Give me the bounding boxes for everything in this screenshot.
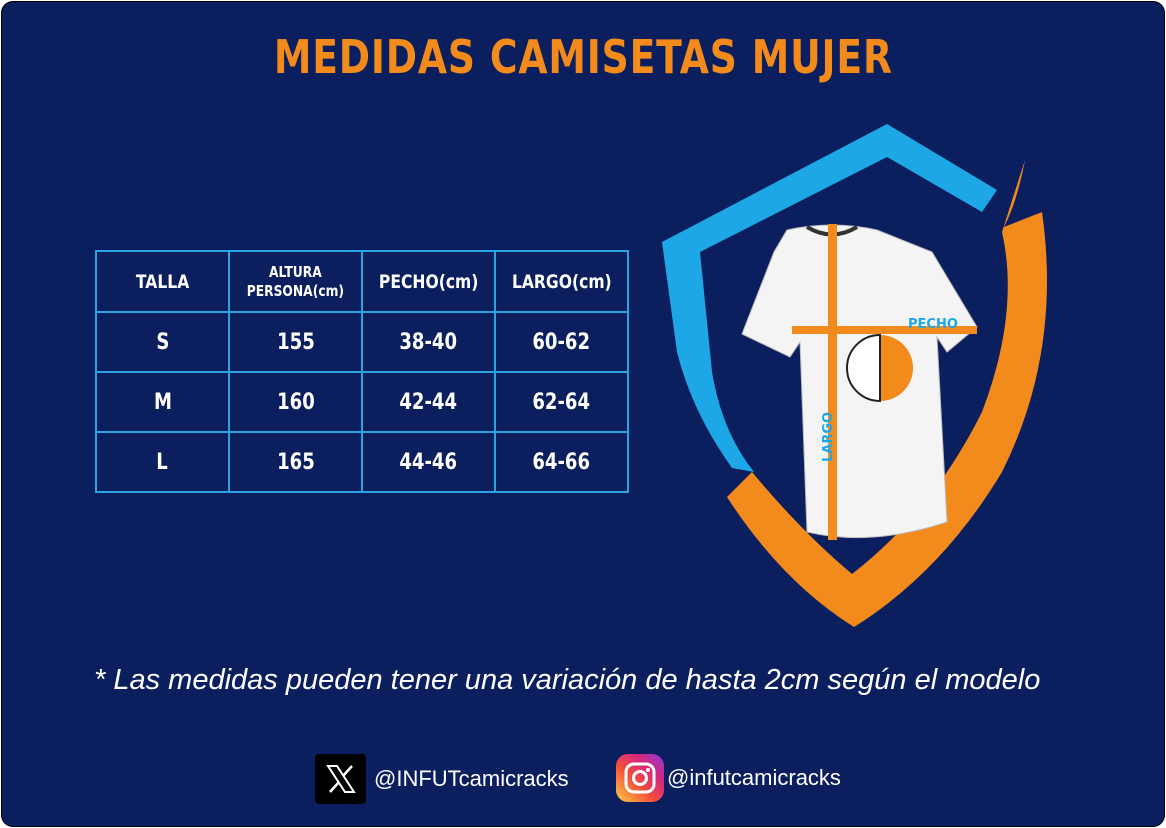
shield-orange-arc bbox=[727, 160, 1047, 627]
cell-height: 155 bbox=[228, 311, 363, 373]
instagram-social-link[interactable]: @infutcamicracks bbox=[616, 754, 841, 802]
x-handle: @INFUTcamicracks bbox=[374, 766, 569, 791]
header-talla: TALLA bbox=[95, 250, 230, 313]
shield-blue-arc bbox=[662, 124, 997, 472]
cell-chest: 44-46 bbox=[361, 431, 496, 493]
length-line bbox=[828, 224, 837, 540]
chest-label: PECHO bbox=[908, 317, 958, 332]
instagram-logo-icon bbox=[616, 754, 664, 802]
cell-length: 64-66 bbox=[494, 431, 629, 493]
size-variation-note: * Las medidas pueden tener una variación… bbox=[94, 664, 1041, 696]
page-title: MEDIDAS CAMISETAS MUJER bbox=[273, 30, 893, 84]
cell-length: 60-62 bbox=[494, 311, 629, 373]
cell-size: L bbox=[95, 431, 230, 493]
header-largo: LARGO(cm) bbox=[494, 250, 629, 313]
cell-height: 160 bbox=[228, 371, 363, 433]
header-altura: ALTURA PERSONA(cm) bbox=[228, 250, 363, 313]
header-pecho: PECHO(cm) bbox=[361, 250, 496, 313]
shirt-shield-illustration: PECHO LARGO bbox=[662, 124, 1047, 627]
table-row: L 165 44-46 64-66 bbox=[95, 431, 629, 493]
cell-size: M bbox=[95, 371, 230, 433]
x-social-link[interactable]: @INFUTcamicracks bbox=[315, 754, 569, 804]
cell-chest: 38-40 bbox=[361, 311, 496, 373]
instagram-handle: @infutcamicracks bbox=[667, 765, 841, 790]
table-header-row: TALLA ALTURA PERSONA(cm) PECHO(cm) LARGO(… bbox=[95, 250, 629, 313]
table-row: S 155 38-40 60-62 bbox=[95, 311, 629, 373]
table-row: M 160 42-44 62-64 bbox=[95, 371, 629, 433]
cell-size: S bbox=[95, 311, 230, 373]
length-label: LARGO bbox=[821, 412, 836, 462]
chest-line bbox=[792, 326, 977, 334]
cell-chest: 42-44 bbox=[361, 371, 496, 433]
cell-length: 62-64 bbox=[494, 371, 629, 433]
size-table: TALLA ALTURA PERSONA(cm) PECHO(cm) LARGO(… bbox=[95, 250, 629, 493]
cell-height: 165 bbox=[228, 431, 363, 493]
x-logo-icon bbox=[315, 754, 366, 804]
